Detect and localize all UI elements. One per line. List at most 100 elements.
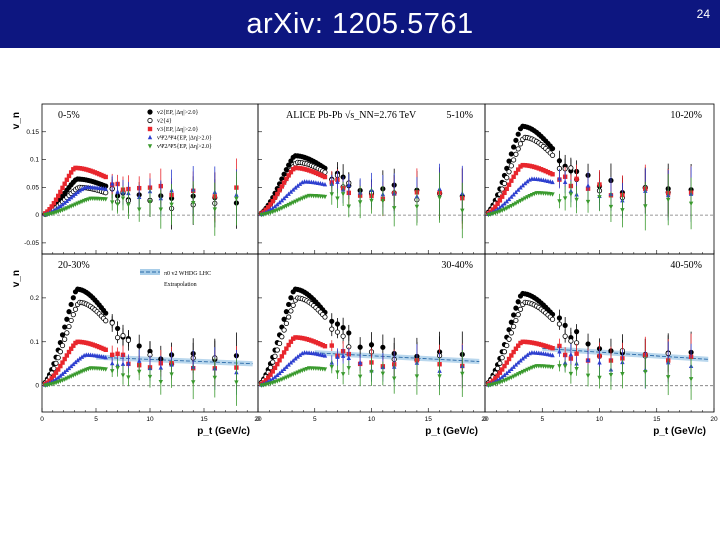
marker-v3: [320, 173, 325, 179]
marker-v5: [191, 380, 196, 385]
marker-v4: [522, 180, 528, 186]
marker-v24: [568, 338, 574, 344]
x-tick-label: 0: [483, 416, 487, 423]
marker-v4: [158, 365, 163, 370]
marker-v4: [75, 189, 80, 195]
marker-v24: [501, 349, 508, 355]
marker-v24: [72, 306, 79, 312]
marker-v4: [281, 195, 287, 201]
marker-v3: [277, 188, 282, 193]
marker-v5: [516, 200, 521, 205]
marker-v4: [290, 187, 296, 192]
marker-v24: [501, 180, 508, 187]
marker-v4: [520, 182, 525, 188]
marker-v4: [525, 178, 530, 184]
marker-v2: [380, 344, 386, 350]
marker-v24: [511, 157, 517, 163]
x-tick-label: 5: [313, 416, 317, 423]
marker-v4: [335, 354, 340, 359]
marker-v3: [266, 205, 271, 210]
whdg-band: [542, 345, 709, 362]
marker-v3: [511, 174, 516, 179]
y-tick-label: 0.05: [26, 184, 39, 191]
marker-v3: [545, 169, 551, 175]
marker-v4: [275, 372, 280, 378]
marker-v2: [511, 312, 517, 318]
marker-v24: [103, 318, 109, 324]
marker-v2: [286, 162, 292, 168]
centrality-label: 40-50%: [670, 260, 702, 271]
marker-v24: [508, 163, 514, 169]
marker-v5: [284, 204, 289, 209]
marker-v5: [597, 375, 602, 381]
marker-v5: [284, 375, 289, 380]
legend-marker: [147, 117, 153, 124]
legend-model-note: Extrapolation: [164, 282, 197, 288]
marker-v5: [562, 364, 568, 369]
marker-v3: [277, 358, 282, 363]
marker-v4: [286, 191, 291, 196]
marker-v4: [279, 197, 285, 203]
marker-v3: [518, 340, 523, 346]
slide-title: arXiv: 1205.5761: [246, 8, 474, 40]
legend-label: vΨ2/Ψ4{EP, |Δη|>2.0}: [157, 136, 212, 142]
legend-label: v2{EP, |Δη|>2.0}: [157, 110, 198, 116]
marker-v24: [549, 316, 556, 322]
marker-v4: [297, 352, 303, 357]
marker-v3: [263, 378, 269, 383]
marker-v5: [346, 366, 351, 371]
marker-v3: [51, 201, 57, 206]
marker-v2: [283, 166, 289, 173]
marker-v3: [493, 204, 498, 209]
marker-v5: [499, 379, 505, 384]
marker-v4: [286, 362, 291, 367]
whdg-line: [95, 356, 253, 365]
marker-v3: [541, 343, 546, 348]
marker-v3: [58, 363, 63, 369]
legend-marker: [147, 144, 153, 149]
marker-v5: [212, 375, 217, 381]
marker-v3: [548, 345, 553, 350]
marker-v5: [643, 369, 648, 375]
marker-v4: [525, 352, 530, 357]
marker-v24: [283, 320, 289, 327]
marker-v3: [266, 375, 271, 380]
marker-v3: [288, 339, 294, 344]
marker-v24: [53, 360, 59, 366]
marker-v24: [281, 327, 287, 333]
marker-v24: [109, 320, 115, 326]
marker-v5: [513, 373, 519, 378]
marker-v4: [115, 189, 120, 194]
marker-v3: [518, 164, 523, 169]
marker-v4: [504, 198, 509, 204]
marker-v3: [574, 176, 579, 182]
marker-v4: [513, 189, 519, 195]
marker-v3: [313, 170, 319, 176]
marker-v5: [346, 204, 351, 209]
marker-v3: [275, 191, 280, 197]
marker-v5: [335, 370, 340, 375]
marker-v5: [234, 380, 239, 385]
marker-v5: [608, 373, 614, 378]
marker-v4: [275, 201, 280, 207]
marker-v5: [380, 199, 386, 204]
marker-v3: [66, 349, 72, 355]
marker-v5: [550, 365, 555, 370]
marker-v5: [666, 375, 671, 380]
marker-v3: [62, 181, 67, 186]
marker-v5: [688, 377, 694, 382]
legend-label: vΨ2/Ψ5{EP, |Δη|>2.0}: [157, 144, 212, 150]
marker-v3: [71, 343, 76, 348]
marker-v5: [115, 366, 120, 371]
marker-v3: [520, 339, 525, 344]
marker-v3: [311, 339, 316, 344]
marker-v5: [293, 371, 298, 376]
marker-v24: [334, 329, 341, 335]
x-axis-label: p_t (GeV/c): [653, 426, 706, 437]
marker-v3: [318, 341, 323, 347]
marker-v2: [64, 316, 70, 322]
marker-v5: [126, 375, 131, 380]
legend-layer: v2{EP, |Δη|>2.0} v2{4} v3{EP, |Δη|>2.0} vΨ2…: [140, 109, 212, 288]
marker-v2: [513, 305, 519, 311]
